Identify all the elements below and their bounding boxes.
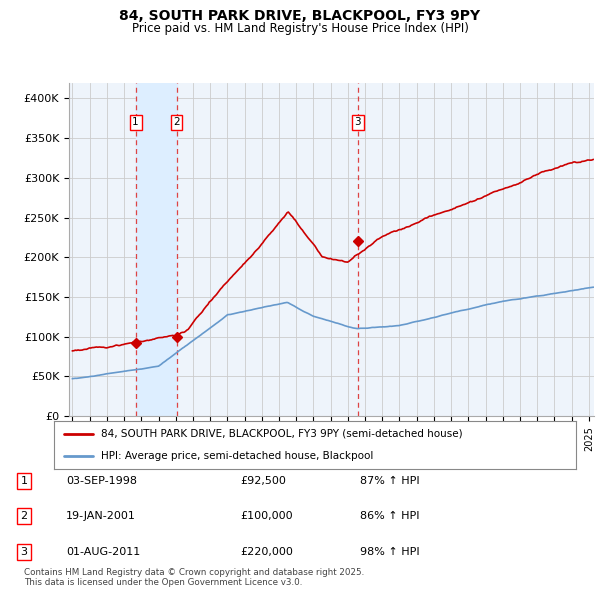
Text: Price paid vs. HM Land Registry's House Price Index (HPI): Price paid vs. HM Land Registry's House …: [131, 22, 469, 35]
Bar: [136, 83, 176, 416]
Text: 19-JAN-2001: 19-JAN-2001: [66, 512, 136, 521]
Text: 2: 2: [20, 512, 28, 521]
Text: 86% ↑ HPI: 86% ↑ HPI: [360, 512, 419, 521]
Text: 3: 3: [355, 117, 361, 127]
Text: £92,500: £92,500: [240, 476, 286, 486]
Text: 3: 3: [20, 547, 28, 556]
Text: Contains HM Land Registry data © Crown copyright and database right 2025.
This d: Contains HM Land Registry data © Crown c…: [24, 568, 364, 587]
Text: 87% ↑ HPI: 87% ↑ HPI: [360, 476, 419, 486]
Text: 84, SOUTH PARK DRIVE, BLACKPOOL, FY3 9PY (semi-detached house): 84, SOUTH PARK DRIVE, BLACKPOOL, FY3 9PY…: [101, 429, 463, 439]
Text: £220,000: £220,000: [240, 547, 293, 556]
Text: £100,000: £100,000: [240, 512, 293, 521]
Text: 98% ↑ HPI: 98% ↑ HPI: [360, 547, 419, 556]
Text: 84, SOUTH PARK DRIVE, BLACKPOOL, FY3 9PY: 84, SOUTH PARK DRIVE, BLACKPOOL, FY3 9PY: [119, 9, 481, 24]
Text: HPI: Average price, semi-detached house, Blackpool: HPI: Average price, semi-detached house,…: [101, 451, 373, 461]
Text: 1: 1: [133, 117, 139, 127]
Text: 03-SEP-1998: 03-SEP-1998: [66, 476, 137, 486]
Text: 2: 2: [173, 117, 180, 127]
Text: 01-AUG-2011: 01-AUG-2011: [66, 547, 140, 556]
Text: 1: 1: [20, 476, 28, 486]
